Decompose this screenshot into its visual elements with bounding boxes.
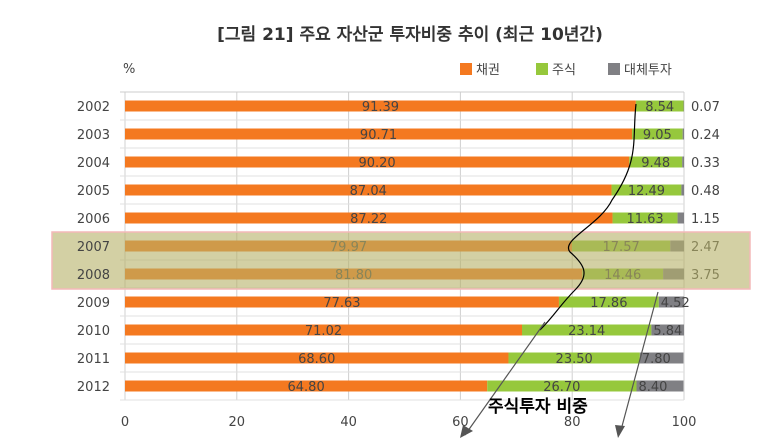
y-tick-labels: 2002 2003 2004 2005 2006 2007 2008 2009 2010 2011… — [77, 100, 110, 395]
data-label: 77.63 — [323, 296, 360, 311]
bar-segment — [658, 296, 685, 308]
bar-segment — [629, 156, 683, 168]
y-tick-label: 2003 — [77, 128, 110, 143]
bar-segment — [636, 380, 684, 392]
data-label: 23.50 — [556, 352, 593, 367]
bar-segment — [612, 212, 678, 224]
data-label: 5.84 — [653, 324, 682, 339]
data-label: 12.49 — [628, 184, 665, 199]
data-label: 0.07 — [691, 100, 720, 115]
trend-curve — [539, 103, 637, 331]
arrowhead-right — [615, 425, 625, 438]
annotation-arrow-right — [620, 291, 659, 431]
bar-segment — [508, 352, 640, 364]
bar-segment — [125, 156, 630, 168]
data-label: 71.02 — [305, 324, 342, 339]
x-tick-label: 0 — [121, 415, 129, 430]
y-tick-label: 2011 — [77, 352, 110, 367]
unit-label: % — [123, 62, 135, 77]
y-tick-label: 2012 — [77, 380, 110, 395]
bar-segment — [677, 212, 684, 224]
x-tick-label: 80 — [564, 415, 581, 430]
annotation-text: 주식투자 비중 — [488, 397, 588, 417]
data-label: 17.86 — [590, 296, 627, 311]
legend-label: 채권 — [476, 63, 500, 78]
data-label: 4.52 — [661, 296, 690, 311]
data-label: 7.80 — [642, 352, 671, 367]
bar-segment — [125, 128, 633, 140]
data-label: 87.22 — [350, 212, 387, 227]
y-tick-label: 2002 — [77, 100, 110, 115]
legend-swatch — [460, 63, 472, 75]
annotation-arrow-left — [464, 321, 546, 436]
y-tick-label: 2004 — [77, 156, 110, 171]
data-label: 90.20 — [358, 156, 395, 171]
data-label: 8.40 — [638, 380, 667, 395]
y-tick-label: 2008 — [77, 268, 110, 283]
bar-segment — [487, 380, 637, 392]
bar-segment — [632, 128, 683, 140]
data-label: 9.05 — [643, 128, 672, 143]
y-tick-label: 2009 — [77, 296, 110, 311]
y-tick-label: 2007 — [77, 240, 110, 255]
data-label: 87.04 — [350, 184, 387, 199]
x-tick-label: 40 — [340, 415, 357, 430]
data-label: 0.24 — [691, 128, 720, 143]
y-tick-label: 2005 — [77, 184, 110, 199]
bar-segment — [125, 352, 509, 364]
bar-segment — [651, 324, 684, 336]
data-label: 91.39 — [362, 100, 399, 115]
data-label: 68.60 — [298, 352, 335, 367]
legend-swatch — [608, 63, 620, 75]
chart-title: [그림 21] 주요 자산군 투자비중 추이 (최근 10년간) — [217, 25, 603, 45]
legend-label: 대체투자 — [624, 63, 672, 78]
bar-segment — [639, 352, 684, 364]
bar-segment — [125, 296, 559, 308]
data-label: 23.14 — [568, 324, 605, 339]
x-tick-label: 20 — [229, 415, 246, 430]
data-label: 0.33 — [691, 156, 720, 171]
bar-segment — [682, 156, 685, 168]
data-label: 64.80 — [288, 380, 325, 395]
y-tick-label: 2010 — [77, 324, 110, 339]
bar-segment — [611, 184, 682, 196]
x-tick-label: 100 — [672, 415, 697, 430]
highlight-box — [51, 231, 751, 290]
data-label: 1.15 — [691, 212, 720, 227]
bar-segment — [635, 100, 684, 112]
legend-swatch — [536, 63, 548, 75]
x-tick-labels: 0 20 40 60 80 100 — [121, 415, 697, 430]
bar-segment — [125, 324, 523, 336]
bar-segment — [682, 128, 684, 140]
data-label: 90.71 — [360, 128, 397, 143]
bar-segment — [125, 380, 488, 392]
bar-segment — [522, 324, 652, 336]
bar-segment — [681, 184, 685, 196]
y-tick-label: 2006 — [77, 212, 110, 227]
bar-segment — [125, 100, 636, 112]
data-label: 9.48 — [641, 156, 670, 171]
data-label: 11.63 — [626, 212, 663, 227]
data-label: 8.54 — [645, 100, 674, 115]
bar-segment — [125, 212, 613, 224]
bar-segment — [125, 184, 612, 196]
legend-label: 주식 — [552, 63, 576, 78]
data-label: 26.70 — [543, 380, 580, 395]
data-label: 0.48 — [691, 184, 720, 199]
arrowhead-left — [460, 425, 473, 438]
legend: 채권 주식 대체투자 — [460, 63, 672, 78]
bar-segment — [558, 296, 659, 308]
